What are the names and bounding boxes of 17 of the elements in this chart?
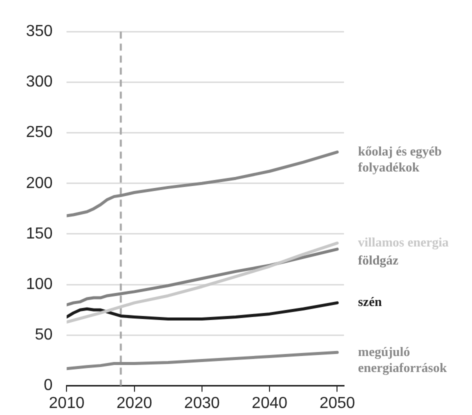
y-tick-label: 150 — [26, 225, 53, 242]
series-label: szén — [358, 294, 383, 310]
x-tick-label: 2050 — [319, 394, 356, 412]
x-tick-label: 2010 — [48, 394, 85, 412]
y-tick-label: 100 — [26, 276, 53, 294]
y-tick-label: 250 — [26, 124, 53, 142]
y-tick-label: 200 — [26, 174, 53, 192]
x-tick-label: 2020 — [116, 394, 152, 412]
y-tick-label: 50 — [34, 326, 53, 344]
y-tick-label: 350 — [26, 23, 53, 40]
series-label: kőolaj és egyéb folyadékok — [358, 143, 442, 174]
x-tick-label: 2040 — [252, 394, 288, 412]
y-tick-label: 300 — [26, 74, 53, 91]
series-label: földgáz — [358, 252, 399, 268]
series-label: megújuló energiaforrások — [358, 344, 448, 375]
x-tick-label: 2030 — [184, 394, 220, 412]
y-tick-label: 0 — [44, 377, 53, 394]
